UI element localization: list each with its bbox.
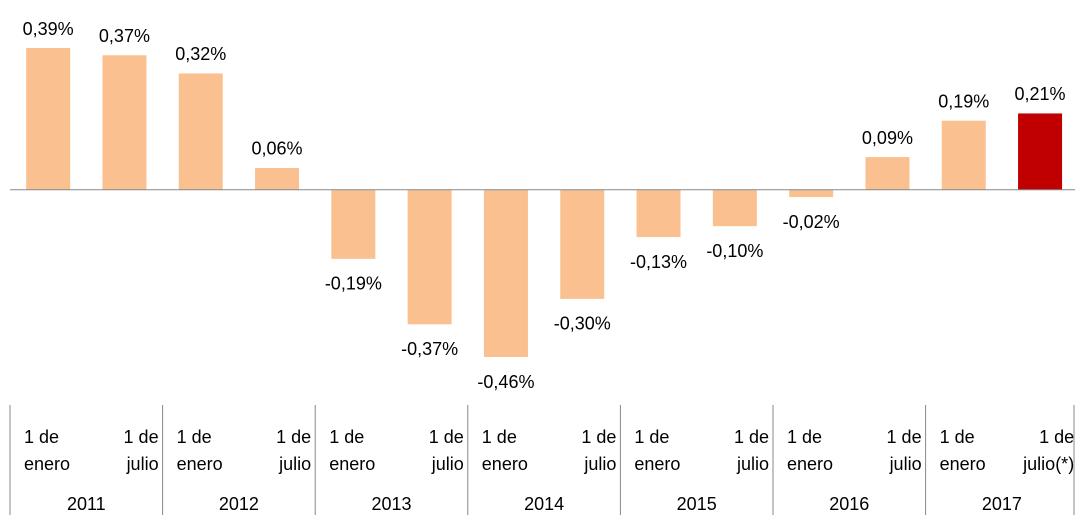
bar <box>789 189 834 198</box>
bar <box>1018 113 1063 190</box>
data-label: 0,32% <box>175 44 226 64</box>
data-label: 0,39% <box>23 19 74 39</box>
bar <box>636 189 681 238</box>
category-label: 1 de <box>734 427 769 447</box>
data-label: -0,19% <box>325 274 382 294</box>
group-label: 2012 <box>219 494 259 514</box>
data-label: 0,09% <box>862 128 913 148</box>
bar <box>102 55 147 190</box>
category-label: julio <box>583 454 616 474</box>
category-label: julio <box>736 454 769 474</box>
category-label: julio <box>278 454 311 474</box>
bar <box>331 189 376 259</box>
category-label: enero <box>177 454 223 474</box>
category-label: enero <box>24 454 70 474</box>
bar <box>407 189 452 325</box>
data-label: -0,10% <box>706 241 763 261</box>
category-label: enero <box>329 454 375 474</box>
category-label: 1 de <box>177 427 212 447</box>
category-label: julio <box>431 454 464 474</box>
data-label: -0,46% <box>477 372 534 392</box>
category-label: julio <box>126 454 159 474</box>
category-label: 1 de <box>482 427 517 447</box>
data-label: 0,19% <box>938 91 989 111</box>
data-label: 0,06% <box>252 139 303 159</box>
data-label: 0,37% <box>99 26 150 46</box>
bar <box>26 48 71 190</box>
category-label: 1 de <box>429 427 464 447</box>
bar <box>865 157 910 190</box>
category-label: 1 de <box>787 427 822 447</box>
category-label: 1 de <box>124 427 159 447</box>
group-label: 2013 <box>371 494 411 514</box>
category-label: 1 de <box>887 427 922 447</box>
category-label: 1 de <box>24 427 59 447</box>
category-label: 1 de <box>634 427 669 447</box>
category-label: enero <box>634 454 680 474</box>
category-label: enero <box>940 454 986 474</box>
bar <box>941 120 986 190</box>
category-label: 1 de <box>581 427 616 447</box>
data-label: -0,37% <box>401 339 458 359</box>
bar <box>712 189 757 227</box>
bar <box>255 167 300 190</box>
category-label: 1 de <box>1039 427 1074 447</box>
group-label: 2015 <box>677 494 717 514</box>
group-label: 2016 <box>829 494 869 514</box>
bar <box>483 189 528 357</box>
group-label: 2011 <box>67 494 106 514</box>
bar <box>178 73 223 190</box>
data-label: 0,21% <box>1015 84 1066 104</box>
data-label: -0,02% <box>783 212 840 232</box>
category-label: julio <box>889 454 922 474</box>
category-label: enero <box>482 454 528 474</box>
category-label: julio(*) <box>1022 454 1074 474</box>
group-label: 2017 <box>982 494 1022 514</box>
bar <box>560 189 605 299</box>
group-label: 2014 <box>524 494 564 514</box>
data-label: -0,13% <box>630 252 687 272</box>
data-label: -0,30% <box>554 314 611 334</box>
category-label: 1 de <box>940 427 975 447</box>
category-label: 1 de <box>276 427 311 447</box>
category-label: 1 de <box>329 427 364 447</box>
category-label: enero <box>787 454 833 474</box>
